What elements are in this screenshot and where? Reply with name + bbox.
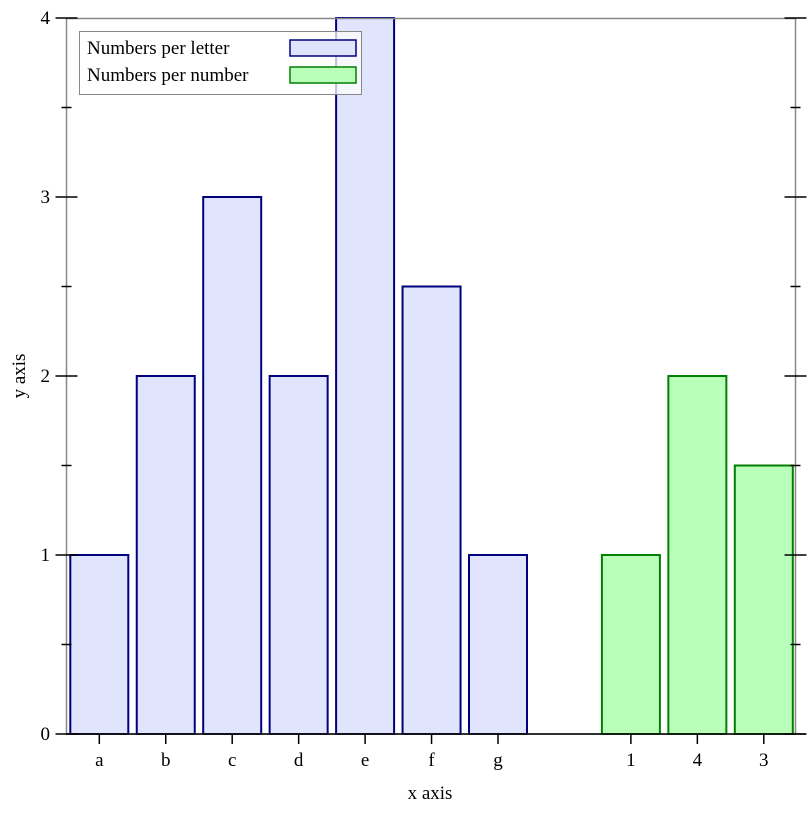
bar-c [202, 196, 263, 735]
legend-label-numbers: Numbers per number [87, 65, 249, 86]
legend-label-letters: Numbers per letter [87, 38, 230, 59]
bar-b [135, 375, 196, 735]
x-tick-label: d [294, 750, 304, 771]
bar-d [268, 375, 329, 735]
x-tick-label: 1 [626, 750, 636, 771]
legend-swatch-numbers [289, 66, 357, 84]
bar-e [335, 17, 396, 735]
y-tick-label: 4 [41, 8, 51, 29]
bar-a [69, 554, 130, 735]
bar-4 [667, 375, 728, 735]
bar-3 [733, 464, 794, 735]
x-tick-label: 4 [693, 750, 703, 771]
x-tick-label: c [228, 750, 236, 771]
x-tick-label: a [95, 750, 104, 771]
x-tick-label: 3 [759, 750, 769, 771]
x-axis-label: x axis [408, 783, 453, 804]
bar-g [468, 554, 528, 735]
x-tick-label: g [493, 750, 503, 771]
legend: Numbers per letter Numbers per number [79, 31, 362, 95]
y-tick-label: 2 [41, 366, 51, 387]
y-tick-label: 1 [41, 545, 51, 566]
bar-1 [600, 554, 661, 735]
y-axis-label: y axis [9, 354, 30, 399]
y-tick-label: 3 [41, 187, 51, 208]
y-tick-label: 0 [41, 724, 51, 745]
x-tick-label: b [161, 750, 171, 771]
x-tick-label: f [428, 750, 435, 771]
legend-swatch-letters [289, 39, 357, 57]
bar-f [401, 285, 462, 735]
x-tick-label: e [361, 750, 369, 771]
